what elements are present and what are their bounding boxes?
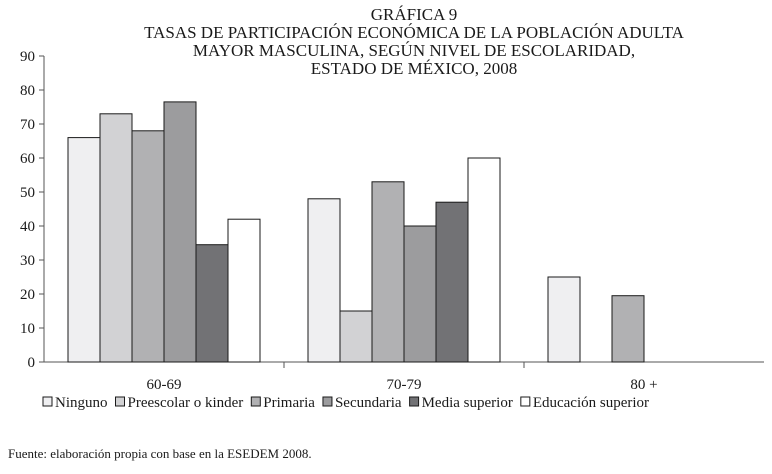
legend: Ninguno Preescolar o kinder Primaria Secund… — [42, 395, 649, 411]
bar-secundaria-70-79 — [403, 225, 437, 363]
bars — [67, 101, 645, 363]
bar-educación-superior-60-69 — [227, 218, 261, 363]
bar-secundaria-60-69 — [163, 101, 197, 363]
legend-swatch — [250, 396, 261, 407]
legend-label: Ninguno — [55, 395, 108, 411]
y-tick-label: 50 — [20, 185, 35, 201]
title-line-4: ESTADO DE MÉXICO, 2008 — [311, 59, 517, 78]
title-line-3: MAYOR MASCULINA, SEGÚN NIVEL DE ESCOLARI… — [193, 41, 635, 60]
y-tick-label: 20 — [20, 287, 35, 303]
legend-swatch — [115, 396, 125, 407]
legend-swatch — [42, 396, 53, 407]
y-tick-label: 40 — [20, 219, 35, 235]
legend-swatch — [409, 396, 420, 407]
bar-primaria-70-79 — [371, 181, 405, 363]
y-tick-label: 90 — [20, 49, 35, 65]
bar-educación-superior-70-79 — [467, 157, 501, 363]
title-line-2: TASAS DE PARTICIPACIÓN ECONÓMICA DE LA P… — [144, 23, 685, 42]
bar-ninguno-70-79 — [307, 198, 341, 363]
bar-preescolar-o-kinder-60-69 — [99, 113, 133, 363]
y-tick-label: 80 — [20, 83, 35, 99]
category-label: 80 + — [630, 377, 657, 393]
bar-ninguno-60-69 — [67, 137, 101, 363]
legend-label: Secundaria — [335, 395, 402, 411]
bar-preescolar-o-kinder-70-79 — [339, 310, 373, 363]
legend-label: Educación superior — [533, 395, 649, 411]
legend-label: Primaria — [263, 395, 315, 411]
legend-label: Media superior — [422, 395, 513, 411]
y-tick-label: 0 — [28, 355, 36, 371]
category-label: 70-79 — [387, 377, 422, 393]
legend-swatch — [520, 396, 531, 407]
y-tick-label: 30 — [20, 253, 35, 269]
legend-swatch — [322, 396, 333, 407]
title-line-1: GRÁFICA 9 — [371, 5, 457, 24]
bar-primaria-80+ — [611, 295, 645, 363]
legend-label: Preescolar o kinder — [128, 395, 244, 411]
bar-media-superior-60-69 — [195, 244, 229, 363]
bar-ninguno-80+ — [547, 276, 581, 363]
bar-primaria-60-69 — [131, 130, 165, 363]
category-label: 60-69 — [147, 377, 182, 393]
bar-media-superior-70-79 — [435, 201, 469, 363]
source-note: Fuente: elaboración propia con base en l… — [8, 446, 312, 461]
y-tick-label: 70 — [20, 117, 35, 133]
axes: 0 10 20 30 40 50 60 70 80 90 60-69 70-79 80 + — [20, 49, 764, 393]
y-tick-label: 10 — [20, 321, 35, 337]
y-tick-label: 60 — [20, 151, 35, 167]
